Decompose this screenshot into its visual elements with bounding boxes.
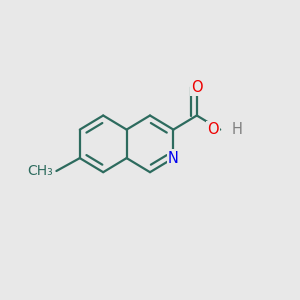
- Text: O: O: [207, 122, 219, 137]
- Text: N: N: [168, 151, 179, 166]
- Text: H: H: [231, 122, 242, 137]
- Text: O: O: [191, 80, 202, 94]
- Text: CH₃: CH₃: [28, 164, 53, 178]
